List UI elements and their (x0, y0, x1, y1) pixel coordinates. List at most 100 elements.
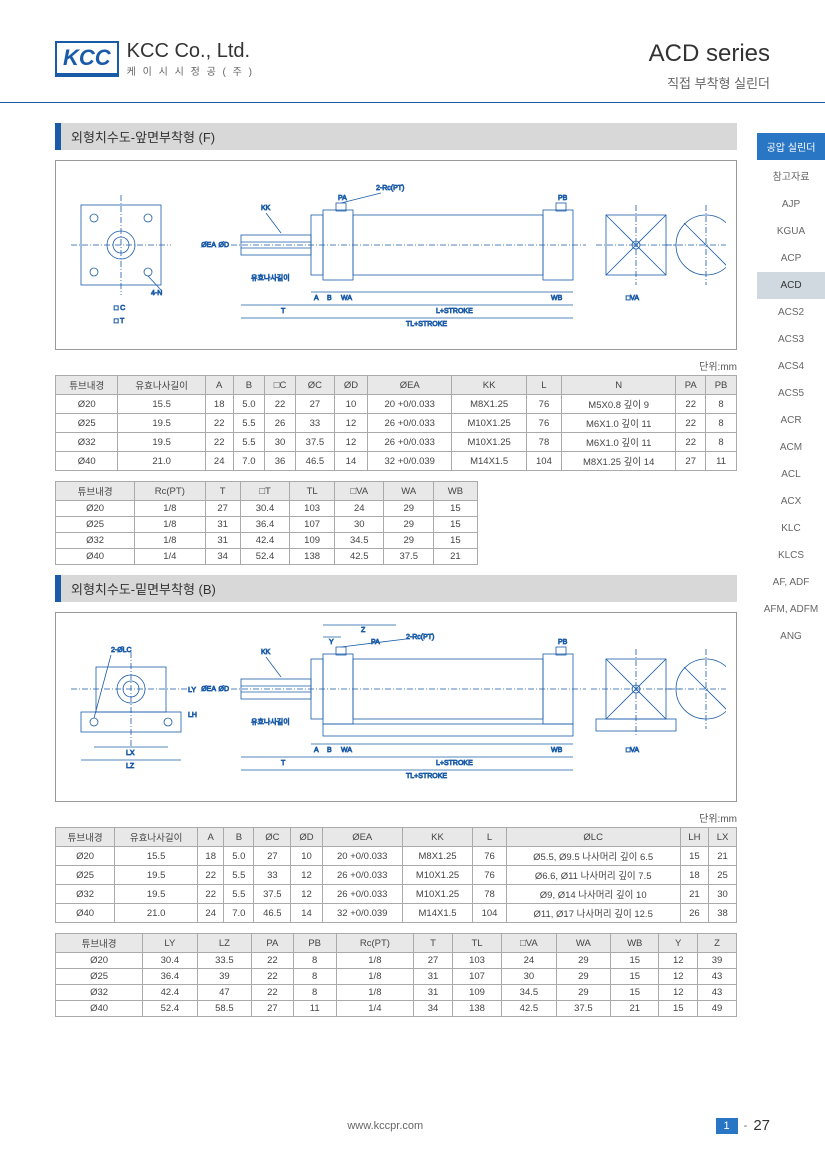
svg-text:□ C: □ C (114, 305, 125, 312)
nav-item--[interactable]: 참고자료 (757, 160, 825, 191)
section1-title: 외형치수도-앞면부착형 (F) (55, 123, 737, 150)
table-cell: 22 (252, 953, 294, 969)
company-sub: 케 이 시 시 정 공 ( 주 ) (127, 63, 254, 78)
table-cell: 18 (198, 847, 224, 866)
nav-item-acl[interactable]: ACL (757, 461, 825, 488)
table-cell: 27 (252, 1001, 294, 1017)
table-header: □C (265, 376, 296, 395)
table-header: A (198, 828, 224, 847)
table-row: Ø4021.0247.046.51432 +0/0.039M14X1.5104Ø… (56, 904, 737, 923)
table-cell: 103 (290, 501, 335, 517)
table-cell: Ø20 (56, 501, 135, 517)
table-cell: 30 (502, 969, 557, 985)
table-cell: 30.4 (240, 501, 290, 517)
svg-text:T: T (281, 760, 286, 767)
table-row: Ø3242.4472281/83110934.529151243 (56, 985, 737, 1001)
nav-item-acm[interactable]: ACM (757, 434, 825, 461)
svg-text:Z: Z (361, 627, 366, 634)
table-cell: 20 +0/0.033 (367, 395, 451, 414)
table-cell: 8 (293, 953, 336, 969)
diagram-f-svg: □ C □ T 4-N KK Ø (66, 165, 726, 345)
table-row: Ø3219.5225.537.51226 +0/0.033M10X1.2578Ø… (56, 885, 737, 904)
table-header: ØD (334, 376, 367, 395)
table-cell: 138 (452, 1001, 501, 1017)
nav-item-ajp[interactable]: AJP (757, 191, 825, 218)
nav-item-acs5[interactable]: ACS5 (757, 380, 825, 407)
table-cell: 30.4 (143, 953, 198, 969)
table-cell: 12 (659, 953, 698, 969)
nav-item-klcs[interactable]: KLCS (757, 542, 825, 569)
table-cell: 12 (291, 866, 322, 885)
series-title-block: ACD series 직접 부착형 실린더 (365, 40, 770, 92)
table-row: Ø2519.5225.526331226 +0/0.033M10X1.2576M… (56, 414, 737, 433)
nav-item-acd[interactable]: ACD (757, 272, 825, 299)
nav-item-acs4[interactable]: ACS4 (757, 353, 825, 380)
nav-item-kgua[interactable]: KGUA (757, 218, 825, 245)
table-cell: 15.5 (115, 847, 198, 866)
nav-item-acs3[interactable]: ACS3 (757, 326, 825, 353)
svg-text:LY: LY (188, 687, 196, 694)
table-cell: 31 (205, 517, 240, 533)
table-header: WB (433, 482, 477, 501)
table-cell: 34 (414, 1001, 453, 1017)
table-header: WB (611, 934, 659, 953)
table-cell: 33.5 (197, 953, 252, 969)
table-cell: 21 (611, 1001, 659, 1017)
table-header: KK (452, 376, 526, 395)
table-cell: 32 +0/0.039 (322, 904, 402, 923)
table-cell: Ø32 (56, 885, 115, 904)
svg-text:TL+STROKE: TL+STROKE (406, 773, 447, 780)
table-header: PB (706, 376, 737, 395)
company-text: KCC Co., Ltd. 케 이 시 시 정 공 ( 주 ) (127, 40, 254, 78)
nav-item-ang[interactable]: ANG (757, 623, 825, 650)
table-row: Ø2030.433.52281/8271032429151239 (56, 953, 737, 969)
svg-text:ØEA: ØEA (201, 686, 216, 693)
table-cell: 15 (680, 847, 709, 866)
table-cell: 27 (676, 452, 706, 471)
table-cell: 15 (433, 533, 477, 549)
nav-item-acs2[interactable]: ACS2 (757, 299, 825, 326)
svg-text:유효나사길이: 유효나사길이 (251, 273, 290, 282)
table-cell: 18 (205, 395, 233, 414)
table-cell: 34 (205, 549, 240, 565)
table-cell: 1/8 (336, 969, 413, 985)
table-cell: 78 (526, 433, 561, 452)
table-cell: 1/8 (135, 517, 205, 533)
svg-text:KK: KK (261, 205, 271, 212)
table-cell: Ø20 (56, 395, 118, 414)
nav-item-klc[interactable]: KLC (757, 515, 825, 542)
svg-text:ØD: ØD (219, 242, 230, 249)
table-cell: 11 (706, 452, 737, 471)
table-header: ØC (254, 828, 291, 847)
table-cell: 109 (452, 985, 501, 1001)
svg-text:PB: PB (558, 639, 568, 646)
nav-header[interactable]: 공압 실린더 (757, 133, 825, 160)
table-cell: Ø25 (56, 517, 135, 533)
table-cell: 76 (473, 847, 506, 866)
table-cell: 107 (452, 969, 501, 985)
table-header: 유효나사길이 (118, 376, 205, 395)
table-header: ØEA (322, 828, 402, 847)
page-num-value: 27 (753, 1117, 770, 1134)
svg-text:A: A (314, 747, 319, 754)
nav-item-acx[interactable]: ACX (757, 488, 825, 515)
nav-item-af-adf[interactable]: AF, ADF (757, 569, 825, 596)
table-cell: 22 (252, 969, 294, 985)
table-cell: 29 (556, 969, 611, 985)
table-row: Ø251/83136.4107302915 (56, 517, 478, 533)
svg-text:2-Rc(PT): 2-Rc(PT) (376, 185, 404, 192)
table-cell: Ø6.6, Ø11 나사머리 깊이 7.5 (506, 866, 680, 885)
svg-text:B: B (327, 747, 332, 754)
series-sub: 직접 부착형 실린더 (365, 73, 770, 92)
svg-text:LX: LX (126, 750, 135, 757)
nav-item-acp[interactable]: ACP (757, 245, 825, 272)
table-cell: 52.4 (143, 1001, 198, 1017)
table-cell: 8 (706, 433, 737, 452)
table-cell: 29 (384, 517, 434, 533)
table-cell: 19.5 (118, 433, 205, 452)
table-cell: 36.4 (240, 517, 290, 533)
nav-item-acr[interactable]: ACR (757, 407, 825, 434)
nav-item-afm-adfm[interactable]: AFM, ADFM (757, 596, 825, 623)
svg-text:2-Rc(PT): 2-Rc(PT) (406, 634, 434, 641)
table-cell: Ø40 (56, 904, 115, 923)
